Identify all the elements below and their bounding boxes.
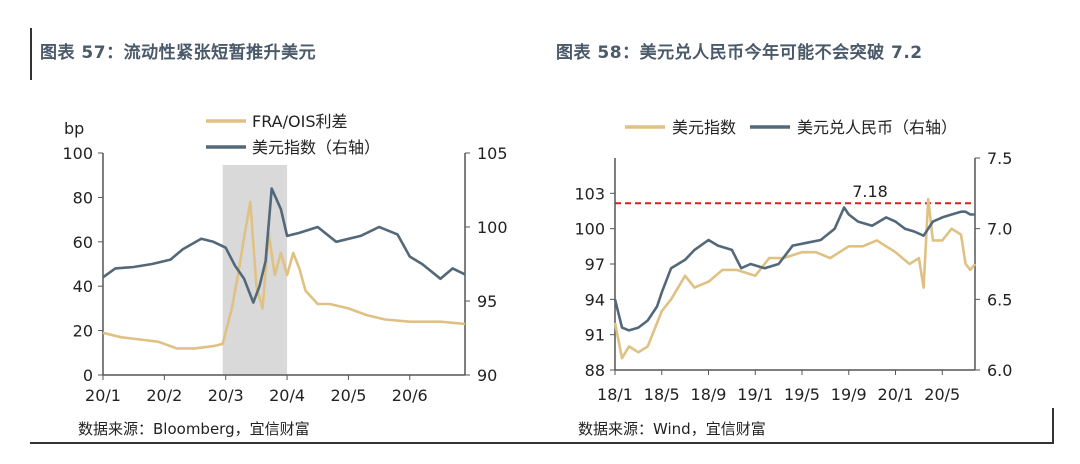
series-line-usd-index (613, 197, 977, 360)
left-panel-rule (30, 28, 32, 80)
x-tick-label: 19/9 (831, 385, 867, 404)
y2-tick-label: 90 (477, 366, 497, 385)
x-tick-label: 20/3 (208, 386, 244, 405)
y-tick-label: 60 (73, 233, 93, 252)
x-tick-label: 20/2 (146, 386, 182, 405)
x-tick-label: 20/1 (878, 385, 914, 404)
y-tick-label: 80 (73, 188, 93, 207)
x-tick-label: 20/6 (392, 386, 428, 405)
y2-tick-label: 100 (477, 218, 508, 237)
bottom-rule (30, 442, 1054, 444)
reference-line-label: 7.18 (852, 182, 888, 201)
source-note-right: 数据来源：Wind，宜信财富 (578, 420, 766, 438)
y2-tick-label: 7.0 (987, 220, 1012, 239)
chart-right: 88 91 94 97 100 103 6.0 6.5 7.0 7.5 18/1 18/5 18/9 19… (574, 118, 1012, 404)
legend-label: 美元指数 (672, 118, 736, 137)
legend-label: 美元兑人民币（右轴） (797, 118, 957, 137)
y-tick-label: 100 (62, 144, 93, 163)
series-line-usd-index (102, 187, 466, 304)
y-tick-label: 88 (585, 361, 605, 380)
y2-tick-label: 6.5 (987, 290, 1012, 309)
y-tick-label: 97 (585, 255, 605, 274)
chart-title-right: 图表 58：美元兑人民币今年可能不会突破 7.2 (556, 43, 923, 63)
x-tick-label: 18/5 (644, 385, 680, 404)
x-tick-label: 20/1 (85, 386, 121, 405)
y-tick-label: 100 (574, 220, 605, 239)
y-tick-label: 20 (73, 322, 93, 341)
y-axis-title: bp (64, 119, 84, 138)
y2-tick-label: 6.0 (987, 361, 1012, 380)
x-tick-label: 20/5 (924, 385, 960, 404)
y2-tick-label: 7.5 (987, 149, 1012, 168)
x-tick-label: 19/5 (784, 385, 820, 404)
chart-title-left: 图表 57：流动性紧张短暂推升美元 (40, 43, 317, 63)
source-note-left: 数据来源：Bloomberg，宜信财富 (78, 420, 310, 438)
x-tick-label: 20/4 (269, 386, 305, 405)
right-panel-rule (1052, 408, 1054, 443)
x-tick-label: 20/5 (330, 386, 366, 405)
y-tick-label: 103 (574, 184, 605, 203)
legend-label: 美元指数（右轴） (252, 138, 380, 157)
x-tick-label: 19/1 (737, 385, 773, 404)
x-tick-label: 18/1 (597, 385, 633, 404)
chart-left: 0 20 40 60 80 100 90 95 100 105 20/1 20/2 20/3 20/4 20… (62, 112, 508, 405)
legend-label: FRA/OIS利差 (252, 112, 347, 131)
y-tick-label: 40 (73, 277, 93, 296)
y2-tick-label: 95 (477, 292, 497, 311)
y-tick-label: 0 (83, 366, 93, 385)
y2-tick-label: 105 (477, 144, 508, 163)
x-tick-label: 18/9 (691, 385, 727, 404)
series-line-usd-cny (613, 206, 975, 332)
y-tick-label: 91 (585, 326, 605, 345)
y-tick-label: 94 (585, 290, 605, 309)
